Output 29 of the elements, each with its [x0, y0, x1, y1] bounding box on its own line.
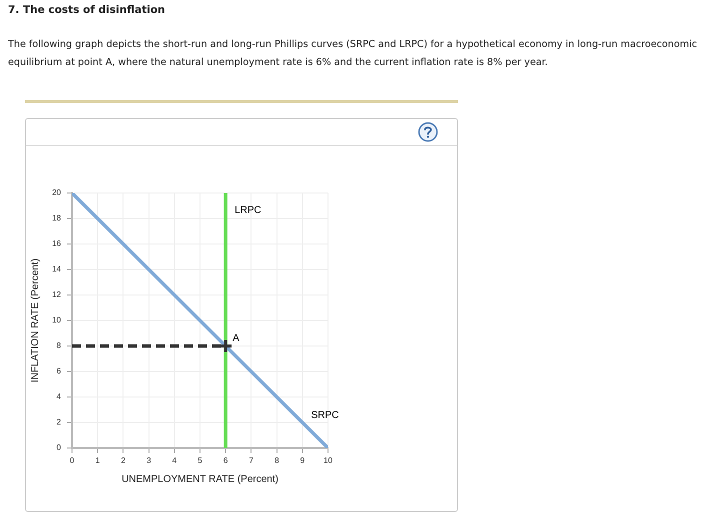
x-tick-label: 10: [324, 456, 333, 466]
y-tick-label: 18: [52, 214, 62, 223]
y-tick-label: 6: [56, 366, 62, 376]
x-tick-label: 6: [223, 456, 228, 466]
x-tick-label: 7: [248, 456, 254, 466]
series-label: SRPC: [311, 410, 339, 421]
x-tick-label: 4: [172, 456, 178, 466]
x-tick-label: 1: [95, 456, 100, 466]
x-tick-label: 9: [300, 456, 306, 466]
y-axis-title: INFLATION RATE (Percent): [30, 258, 41, 383]
text: The following graph depicts the short-run and long-run Phillips curves (SRPC and LRPC) for a hypothetical economy in long-run macroeconomic equilibrium at point A, where the natural unemployment rate is 6% and the current inflation rate is 8% per year.: [8, 38, 698, 70]
y-tick-label: 16: [52, 239, 62, 248]
y-tick-label: 10: [52, 316, 62, 325]
y-tick-label: 12: [52, 290, 62, 300]
x-axis-title: UNEMPLOYMENT RATE (Percent): [122, 474, 278, 485]
x-tick-label: 5: [198, 456, 203, 466]
x-tick-label: 2: [120, 456, 126, 466]
x-tick-label: 8: [274, 456, 280, 466]
x-tick-label: 3: [146, 456, 152, 466]
y-tick-label: 2: [56, 418, 62, 427]
y-tick-label: 14: [52, 264, 62, 274]
series-label: LRPC: [234, 204, 262, 216]
y-tick-label: 8: [56, 341, 62, 350]
y-tick-label: 20: [52, 188, 62, 198]
y-tick-label: 4: [56, 392, 62, 402]
y-tick-label: 0: [56, 443, 62, 452]
annotation: A: [232, 332, 240, 344]
chart-title: 7. The costs of disinflation: [8, 4, 166, 16]
x-tick-label: 0: [70, 456, 75, 466]
